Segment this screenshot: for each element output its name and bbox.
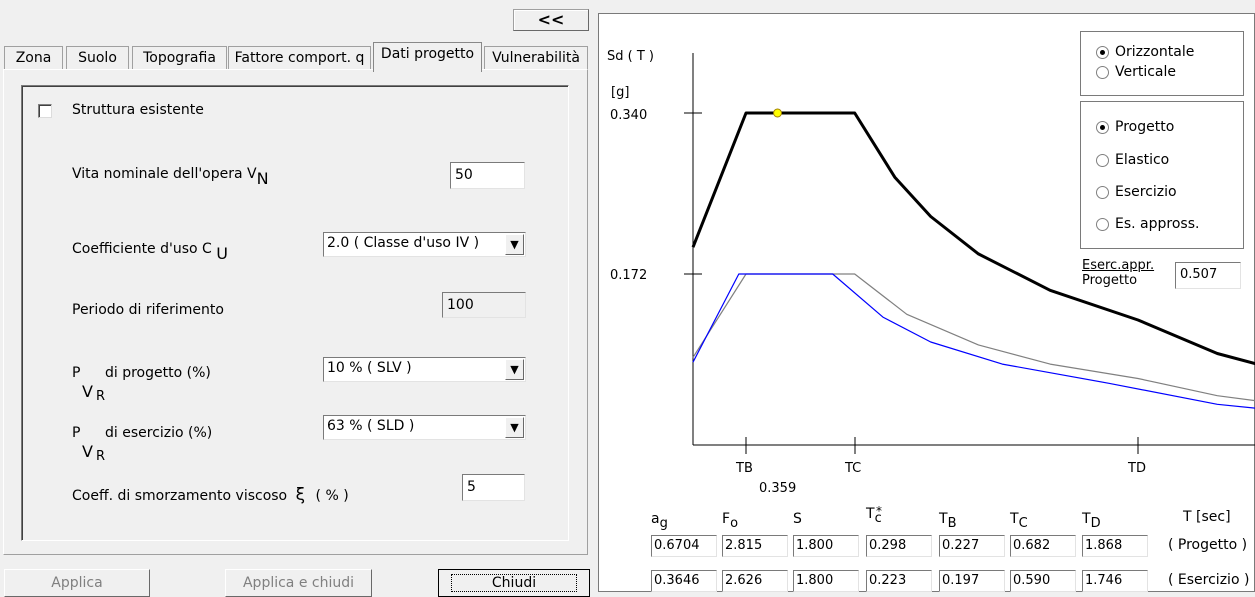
radio-icon[interactable]	[1096, 217, 1109, 231]
use-coeff-select[interactable]: 2.0 ( Classe d'uso IV ) ▼	[323, 232, 526, 257]
radio-es-appross[interactable]: Es. appross.	[1096, 216, 1199, 232]
x-tick-label-tc: TC	[844, 461, 861, 476]
damping-input[interactable]: 5	[462, 474, 525, 501]
spectrum-marker[interactable]	[773, 108, 783, 118]
table-cell: 1.868	[1082, 535, 1148, 557]
table-cell: 2.626	[722, 570, 788, 592]
table-cell: 1.800	[793, 535, 859, 557]
tab-topografia[interactable]: Topografia	[132, 46, 227, 71]
reference-period-label: Periodo di riferimento	[72, 302, 224, 318]
y-axis-label: Sd ( T )	[607, 49, 654, 64]
table-cell: 0.682	[1010, 535, 1076, 557]
radio-selected-icon[interactable]	[1096, 120, 1109, 134]
table-cell: 1.746	[1082, 570, 1148, 592]
spectrum-chart: Sd ( T ) [g] 0.340 0.172 TB TC TD 0.359	[607, 49, 1255, 496]
radio-selected-icon[interactable]	[1096, 45, 1109, 59]
radio-orizzontale[interactable]: Orizzontale	[1096, 44, 1194, 60]
radio-esercizio[interactable]: Esercizio	[1096, 184, 1177, 200]
pvr-service-select[interactable]: 63 % ( SLD ) ▼	[323, 415, 526, 440]
table-cell: 2.815	[722, 535, 788, 557]
series-line-2	[692, 273, 1255, 402]
y-tick-label-0172: 0.172	[610, 268, 647, 283]
tab-fattore-comport[interactable]: Fattore comport. q	[228, 46, 371, 71]
table-cell: 1.800	[793, 570, 859, 592]
existing-structure-label: Struttura esistente	[72, 102, 204, 118]
radio-icon[interactable]	[1096, 185, 1109, 199]
pvr-design-select[interactable]: 10 % ( SLV ) ▼	[323, 357, 526, 382]
col-s: S	[793, 511, 802, 527]
tab-suolo[interactable]: Suolo	[66, 46, 129, 71]
radio-verticale[interactable]: Verticale	[1096, 64, 1176, 80]
x-tick-label-td: TD	[1127, 461, 1146, 476]
existing-structure-checkbox[interactable]	[38, 104, 52, 118]
radio-elastico[interactable]: Elastico	[1096, 152, 1169, 168]
esercappr-input[interactable]: 0.507	[1175, 262, 1241, 289]
col-tc-star: Tc *	[866, 504, 882, 526]
chevron-down-icon[interactable]: ▼	[505, 359, 524, 380]
table-cell: 0.197	[939, 570, 1005, 592]
esercappr-label: Eserc.appr. Progetto	[1082, 258, 1155, 288]
tab-dati-progetto[interactable]: Dati progetto	[373, 42, 482, 72]
pvr-design-label: P V R di progetto (%)	[72, 365, 211, 404]
use-coeff-label: Coefficiente d'uso C U	[72, 241, 228, 263]
damping-label: Coeff. di smorzamento viscoso ξ ( % )	[72, 485, 349, 505]
radio-icon[interactable]	[1096, 153, 1109, 167]
table-row-label: ( Progetto )	[1168, 537, 1248, 553]
col-tc: TC	[1010, 511, 1028, 531]
col-fo: Fo	[722, 511, 739, 531]
collapse-button[interactable]: <<	[513, 9, 589, 31]
table-cell: 0.223	[866, 570, 932, 592]
y-axis-unit: [g]	[611, 85, 629, 100]
y-tick-label-0340: 0.340	[610, 108, 647, 123]
chevron-down-icon[interactable]: ▼	[505, 234, 524, 255]
table-cell: 0.298	[866, 535, 932, 557]
apply-close-button[interactable]: Applica e chiudi	[225, 569, 372, 597]
tab-vulnerabilita[interactable]: Vulnerabilità	[484, 46, 588, 71]
series-line-1	[692, 273, 1255, 409]
x-tick-label-tb: TB	[735, 461, 753, 476]
nominal-life-label: Vita nominale dell'opera VN	[72, 166, 269, 188]
col-ag: ag	[651, 511, 668, 531]
tab-zona[interactable]: Zona	[4, 46, 63, 71]
radio-icon[interactable]	[1096, 65, 1109, 79]
col-td: TD	[1082, 511, 1101, 531]
pvr-service-label: P V R di esercizio (%)	[72, 425, 213, 464]
table-cell: 0.3646	[651, 570, 717, 592]
table-cell: 0.590	[1010, 570, 1076, 592]
reference-period-field: 100	[442, 292, 526, 318]
nominal-life-input[interactable]: 50	[450, 162, 525, 189]
close-button[interactable]: Chiudi	[438, 569, 590, 597]
col-tb: TB	[939, 511, 957, 531]
col-t-unit: T [sec]	[1183, 509, 1231, 525]
form-group	[21, 85, 569, 541]
radio-progetto[interactable]: Progetto	[1096, 119, 1174, 135]
chevron-down-icon[interactable]: ▼	[505, 417, 524, 438]
tab-strip: Zona Suolo Topografia Fattore comport. q…	[0, 42, 592, 72]
series-line-0	[691, 111, 1255, 366]
table-cell: 0.6704	[651, 535, 717, 557]
apply-button[interactable]: Applica	[4, 569, 150, 597]
marker-value-label: 0.359	[759, 481, 796, 496]
direction-group: Orizzontale Verticale	[1080, 31, 1244, 96]
spectrum-type-group: Progetto Elastico Esercizio Es. appross.	[1080, 101, 1244, 249]
table-row-label: ( Esercizio )	[1168, 572, 1250, 588]
table-cell: 0.227	[939, 535, 1005, 557]
